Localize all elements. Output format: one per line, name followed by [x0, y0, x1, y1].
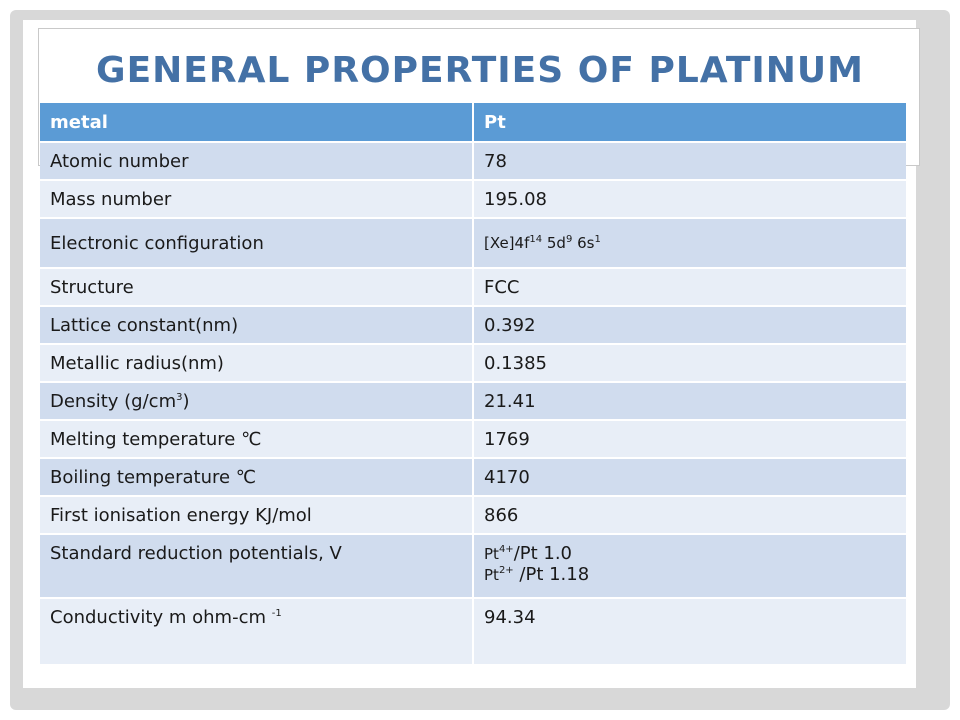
table-row: Conductivity m ohm-cm -1 94.34: [40, 597, 906, 664]
potential-line-2: Pt2+ /Pt 1.18: [484, 564, 590, 585]
conductivity-sup: -1: [271, 608, 282, 619]
config-base: [Xe]4f: [484, 234, 530, 252]
value-cell: 866: [473, 495, 906, 534]
value-cell: 195.08: [473, 179, 906, 218]
density-label: Density (g/cm: [50, 390, 177, 412]
table-row: First ionisation energy KJ/mol 866: [40, 495, 906, 534]
table-row: Lattice constant(nm) 0.392: [40, 305, 906, 344]
density-sup: 3: [176, 391, 183, 403]
property-cell: Structure: [40, 267, 474, 306]
config-sup-4f: 14: [529, 234, 543, 245]
conductivity-label: Conductivity m ohm-cm: [50, 607, 272, 628]
potential-line-1: Pt4+/Pt 1.0: [484, 543, 573, 564]
table-row: Standard reduction potentials, V Pt4+/Pt…: [40, 533, 906, 598]
value-cell: [Xe]4f14 5d9 6s1: [473, 217, 906, 268]
table-header-row: metal Pt: [40, 103, 906, 142]
value-cell: 94.34: [473, 597, 906, 664]
table-row: Boiling temperature ℃ 4170: [40, 457, 906, 496]
value-cell: 0.392: [473, 305, 906, 344]
table-row: Atomic number 78: [40, 141, 906, 180]
config-5d: 5d: [542, 234, 566, 252]
value-cell: Pt4+/Pt 1.0 Pt2+ /Pt 1.18: [473, 533, 906, 598]
property-cell: Density (g/cm3): [40, 381, 474, 420]
table-row: Electronic configuration [Xe]4f14 5d9 6s…: [40, 217, 906, 268]
property-cell: Atomic number: [40, 141, 474, 180]
table-row: Melting temperature ℃ 1769: [40, 419, 906, 458]
property-cell: Mass number: [40, 179, 474, 218]
properties-table: metal Pt Atomic number 78 Mass number 19…: [40, 103, 906, 664]
property-cell: Boiling temperature ℃: [40, 457, 474, 496]
config-sup-6s: 1: [594, 234, 601, 245]
property-cell: Metallic radius(nm): [40, 343, 474, 382]
config-sup-5d: 9: [565, 234, 573, 245]
value-cell: FCC: [473, 267, 906, 306]
property-cell: Standard reduction potentials, V: [40, 533, 474, 598]
config-6s: 6s: [572, 234, 595, 252]
header-metal: metal: [40, 103, 474, 142]
property-cell: Melting temperature ℃: [40, 419, 474, 458]
property-cell: Lattice constant(nm): [40, 305, 474, 344]
value-cell: 4170: [473, 457, 906, 496]
property-cell: Conductivity m ohm-cm -1: [40, 597, 474, 664]
property-cell: First ionisation energy KJ/mol: [40, 495, 474, 534]
value-cell: 1769: [473, 419, 906, 458]
header-pt: Pt: [473, 103, 906, 142]
table-row: Mass number 195.08: [40, 179, 906, 218]
density-close: ): [182, 390, 190, 412]
value-cell: 0.1385: [473, 343, 906, 382]
property-cell: Electronic configuration: [40, 217, 474, 268]
table-row: Structure FCC: [40, 267, 906, 306]
value-cell: 21.41: [473, 381, 906, 420]
table-row: Metallic radius(nm) 0.1385: [40, 343, 906, 382]
slide-title: GENERAL PROPERTIES OF PLATINUM: [96, 50, 864, 91]
value-cell: 78: [473, 141, 906, 180]
table-row: Density (g/cm3) 21.41: [40, 381, 906, 420]
